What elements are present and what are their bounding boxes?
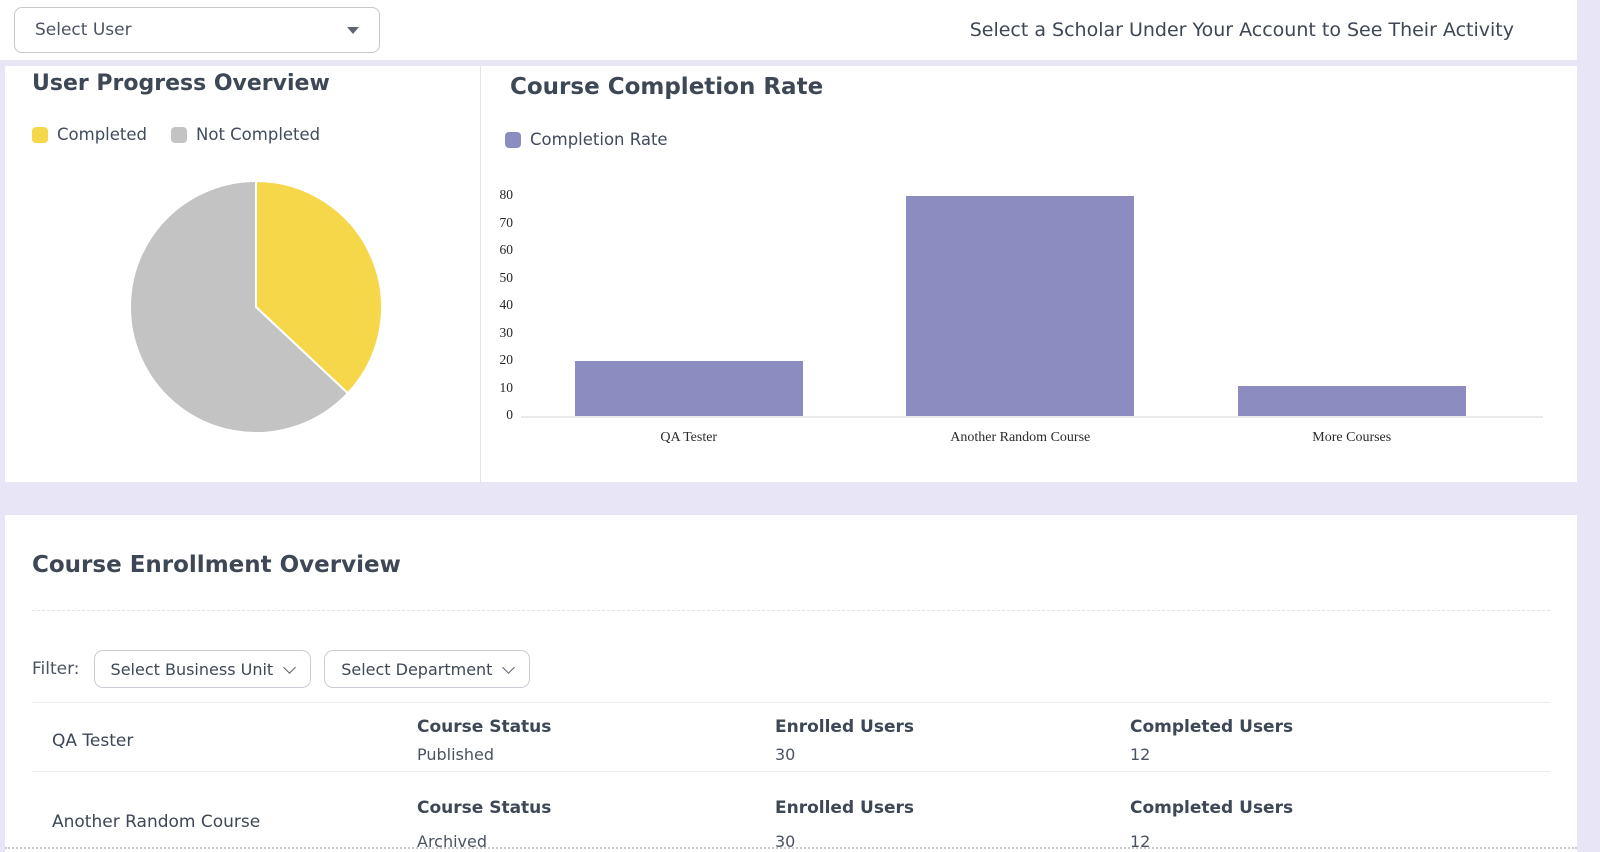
bottom-dashed-line [5, 847, 1577, 849]
divider [32, 771, 1550, 772]
bar-more-courses [1237, 385, 1466, 416]
divider [32, 610, 1550, 611]
enrollment-title: Course Enrollment Overview [32, 552, 401, 578]
pie-slice-completed [255, 179, 383, 395]
business-unit-select[interactable]: Select Business Unit [93, 650, 312, 688]
status-value: Archived [417, 832, 488, 851]
completed-value: 12 [1130, 745, 1151, 764]
y-axis-tick: 20 [499, 352, 514, 367]
divider [32, 702, 1550, 703]
legend-item-completion-rate: Completion Rate [505, 130, 668, 149]
business-unit-value: Select Business Unit [110, 659, 274, 679]
x-axis-line [521, 416, 1543, 418]
pie-legend: Completed Not Completed [32, 125, 320, 144]
chevron-down-icon [502, 660, 516, 674]
enrolled-header: Enrolled Users [775, 798, 915, 818]
x-axis-label: More Courses [1312, 430, 1392, 445]
header-bar: Select User Select a Scholar Under Your … [0, 0, 1577, 60]
legend-item-completed: Completed [32, 125, 147, 144]
panel-divider [480, 66, 481, 482]
y-axis-tick: 10 [499, 379, 514, 395]
enrollment-card: Course Enrollment Overview Filter: Selec… [5, 515, 1577, 852]
department-value: Select Department [341, 659, 493, 679]
enrolled-value: 30 [775, 745, 796, 764]
status-value: Published [417, 745, 495, 764]
y-axis-tick: 30 [499, 324, 514, 340]
completed-swatch-icon [32, 126, 48, 143]
legend-label: Completed [57, 125, 147, 144]
y-axis-tick: 60 [499, 242, 514, 257]
x-axis-label: QA Tester [660, 430, 718, 445]
bar-legend: Completion Rate [505, 130, 668, 149]
y-axis-tick: 50 [499, 269, 514, 285]
charts-card: User Progress Overview Completed Not Com… [5, 66, 1577, 482]
not-completed-swatch-icon [171, 126, 187, 143]
page-margin [1577, 0, 1600, 852]
filter-row: Filter: Select Business Unit Select Depa… [32, 650, 543, 688]
enrolled-value: 30 [775, 832, 796, 851]
completed-value: 12 [1130, 832, 1151, 851]
bar-panel-title: Course Completion Rate [510, 74, 824, 100]
select-user-dropdown[interactable]: Select User [14, 7, 380, 53]
bar-another-random-course [906, 196, 1135, 416]
caret-down-icon [347, 26, 359, 34]
y-axis-tick: 80 [499, 187, 514, 202]
department-select[interactable]: Select Department [324, 650, 531, 688]
user-progress-pie-chart [129, 179, 383, 434]
chevron-down-icon [283, 660, 297, 674]
scholar-hint-text: Select a Scholar Under Your Account to S… [969, 19, 1514, 41]
enrolled-header: Enrolled Users [775, 717, 915, 737]
completed-header: Completed Users [1130, 717, 1294, 737]
y-axis-tick: 40 [499, 297, 514, 312]
y-axis-tick: 0 [506, 407, 513, 422]
course-name: Another Random Course [52, 812, 261, 832]
legend-item-not-completed: Not Completed [171, 125, 320, 144]
status-header: Course Status [417, 717, 552, 737]
completion-rate-swatch-icon [505, 131, 521, 148]
y-axis-tick: 70 [499, 214, 514, 230]
legend-label: Not Completed [196, 125, 321, 144]
pie-slice-not-completed [129, 179, 350, 434]
select-user-value: Select User [35, 20, 132, 40]
status-header: Course Status [417, 798, 552, 818]
filter-label: Filter: [32, 659, 80, 679]
completed-header: Completed Users [1130, 798, 1294, 818]
pie-panel-title: User Progress Overview [32, 71, 330, 96]
course-name: QA Tester [52, 731, 134, 751]
x-axis-label: Another Random Course [950, 430, 1091, 445]
course-completion-bar-chart: 0 10 20 30 40 50 60 70 80 QA Tester Another Random… [5, 66, 1577, 482]
bar-qa-tester [574, 361, 803, 416]
legend-label: Completion Rate [530, 130, 668, 149]
